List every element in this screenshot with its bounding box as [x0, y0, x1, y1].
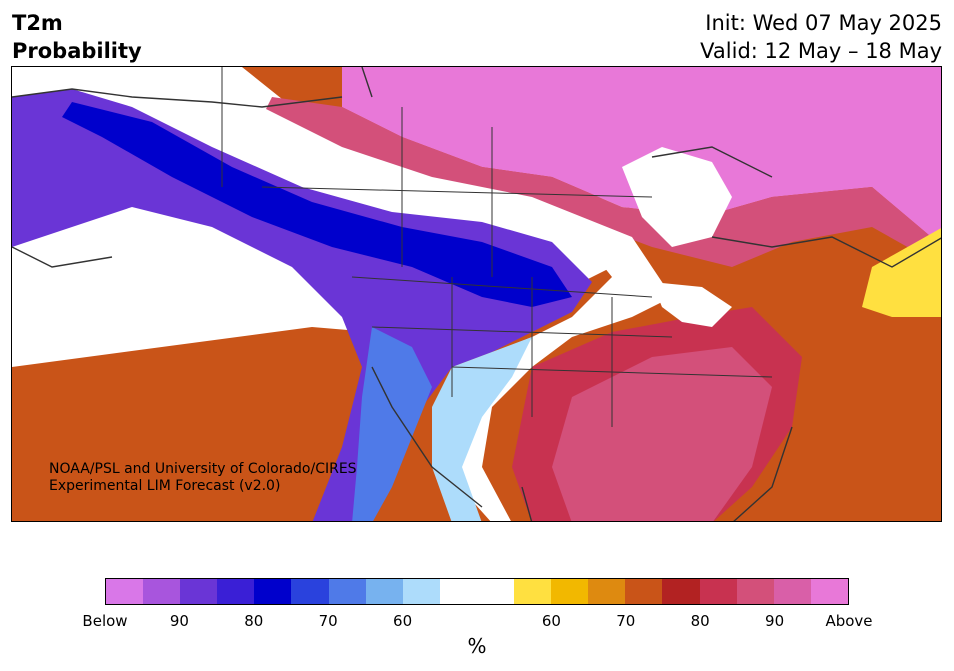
colorbar-segment — [180, 579, 218, 604]
colorbar-segment — [625, 579, 663, 604]
credit-line-1: NOAA/PSL and University of Colorado/CIRE… — [49, 461, 357, 477]
colorbar-segment — [254, 579, 292, 604]
colorbar-tick-label: Below — [82, 612, 128, 630]
colorbar-segment — [514, 579, 552, 604]
colorbar-segment — [439, 579, 477, 604]
credit-text: NOAA/PSL and University of Colorado/CIRE… — [49, 461, 357, 495]
colorbar-tick-label: 60 — [541, 612, 561, 630]
colorbar-tick-label: Above — [825, 612, 873, 630]
below-normal-core — [62, 102, 572, 307]
title-subtitle: Probability — [12, 39, 142, 63]
above-normal-southeast-core — [552, 347, 772, 521]
colorbar-ticks: Below 90 80 70 60 60 70 80 90 Above — [0, 612, 954, 632]
init-date: Init: Wed 07 May 2025 — [705, 11, 942, 35]
colorbar-segment — [402, 579, 440, 604]
colorbar-segment — [588, 579, 626, 604]
country-borders — [221, 67, 773, 427]
below-normal-southwest — [352, 327, 432, 521]
above-normal-north-band — [262, 97, 941, 267]
probability-map — [11, 66, 942, 522]
above-normal-north — [342, 67, 941, 246]
great-lakes — [652, 282, 732, 327]
colorbar-tick-label: 80 — [244, 612, 264, 630]
colorbar-tick-label: 80 — [690, 612, 710, 630]
colorbar-segment — [810, 579, 848, 604]
colorbar-tick-label: 90 — [169, 612, 189, 630]
colorbar-segment — [662, 579, 700, 604]
colorbar-segment — [736, 579, 774, 604]
hudson-bay — [622, 147, 732, 247]
coastline — [12, 67, 941, 521]
credit-line-2: Experimental LIM Forecast (v2.0) — [49, 478, 281, 494]
colorbar-tick-label: 90 — [765, 612, 785, 630]
colorbar-tick-label: 60 — [393, 612, 413, 630]
title: T2m Probability — [12, 9, 142, 65]
valid-range: Valid: 12 May – 18 May — [700, 39, 942, 63]
below-normal-west — [12, 89, 592, 521]
colorbar-tick-label: 70 — [616, 612, 636, 630]
colorbar-segment — [699, 579, 737, 604]
colorbar-segment — [217, 579, 255, 604]
date-info: Init: Wed 07 May 2025 Valid: 12 May – 18… — [700, 9, 942, 65]
title-variable: T2m — [12, 11, 63, 35]
colorbar — [105, 578, 849, 605]
colorbar-tick-label: 70 — [318, 612, 338, 630]
colorbar-segment — [328, 579, 366, 604]
colorbar-segment — [476, 579, 515, 604]
colorbar-segment — [365, 579, 403, 604]
colorbar-unit: % — [467, 634, 487, 658]
colorbar-segment — [773, 579, 811, 604]
below-normal-outer — [432, 337, 532, 521]
colorbar-segment — [291, 579, 329, 604]
colorbar-segment — [106, 579, 144, 604]
map-canvas — [12, 67, 941, 521]
colorbar-segment — [143, 579, 181, 604]
near-normal-band — [52, 87, 672, 521]
colorbar-segment — [551, 579, 589, 604]
